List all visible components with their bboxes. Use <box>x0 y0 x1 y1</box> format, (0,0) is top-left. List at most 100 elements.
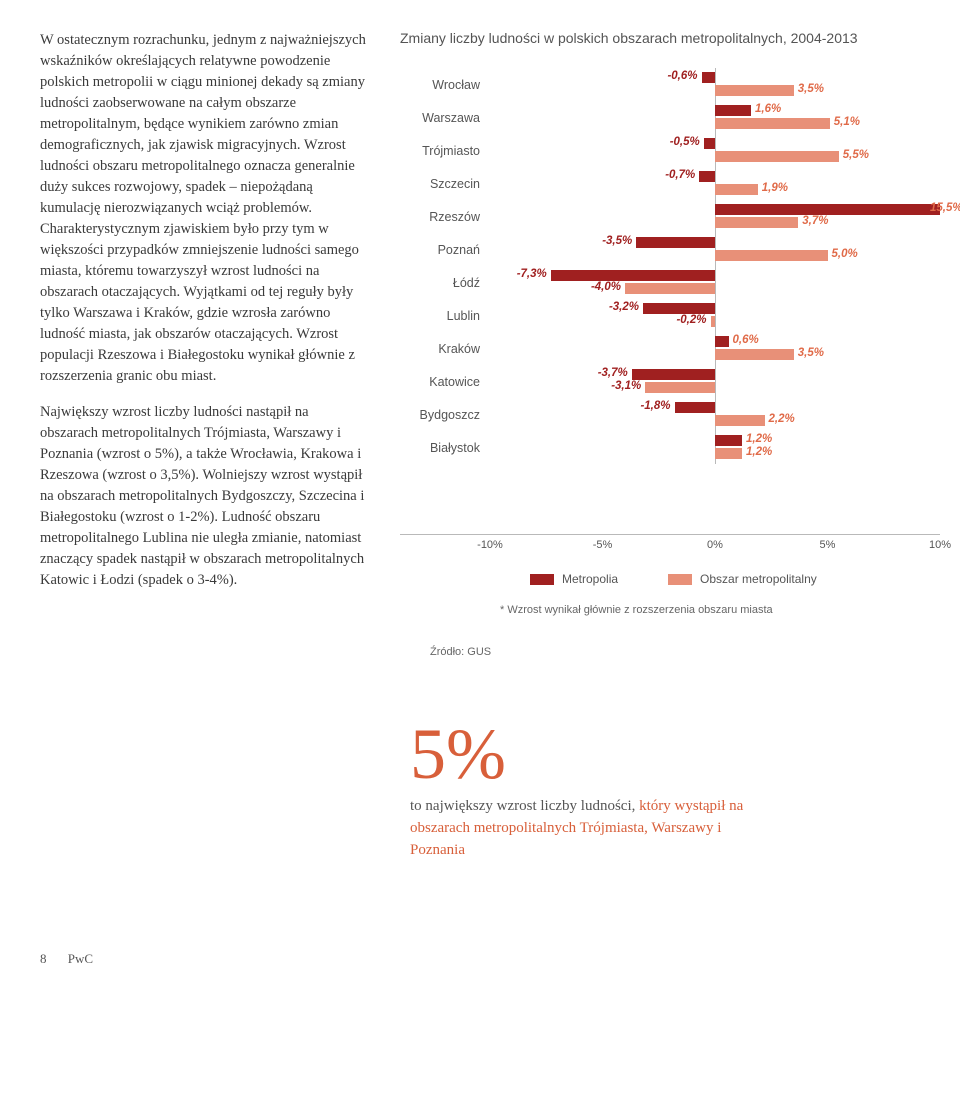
bar-label-metropolia: 1,2% <box>746 433 772 445</box>
bar-metropolia <box>715 105 751 116</box>
bar-label-obszar: 1,2% <box>746 446 772 458</box>
legend-item: Metropolia <box>530 572 618 586</box>
legend-swatch <box>668 574 692 585</box>
chart-row: Rzeszów15,5%*3,7% <box>400 200 940 233</box>
bar-obszar <box>625 283 715 294</box>
bar-metropolia <box>704 138 715 149</box>
row-bars: -0,6% 3,5% <box>490 68 940 101</box>
row-bars: 1,6%5,1% <box>490 101 940 134</box>
row-bars: -3,7%-3,1% <box>490 365 940 398</box>
row-bars: -3,5% 5,0% <box>490 233 940 266</box>
page-number: 8 <box>40 951 47 966</box>
stat-number: 5% <box>410 718 920 790</box>
bar-label-obszar: 3,5% <box>798 347 824 359</box>
chart-footnote: * Wzrost wynikał głównie z rozszerzenia … <box>500 604 940 616</box>
x-axis: -10%-5%0%5%10% <box>490 535 940 553</box>
bar-metropolia <box>675 402 716 413</box>
bar-chart: Wrocław -0,6% 3,5% Warszawa1,6%5,1%Trójmias… <box>400 68 940 528</box>
footer-brand: PwC <box>68 951 93 966</box>
bar-label-metropolia: 0,6% <box>733 334 759 346</box>
chart-row: Poznań -3,5% 5,0% <box>400 233 940 266</box>
bar-obszar <box>715 85 794 96</box>
bar-obszar <box>715 349 794 360</box>
legend-item: Obszar metropolitalny <box>668 572 817 586</box>
chart-source: Źródło: GUS <box>430 646 940 658</box>
row-bars: -7,3% -4,0% <box>490 266 940 299</box>
row-label: Szczecin <box>400 177 490 191</box>
bar-obszar <box>715 250 828 261</box>
bar-label-obszar: 3,5% <box>798 83 824 95</box>
row-label: Trójmiasto <box>400 144 490 158</box>
bar-metropolia <box>632 369 715 380</box>
stat-line1: to największy wzrost liczby ludności, <box>410 798 635 814</box>
bar-obszar <box>715 118 830 129</box>
page-footer: 8 PwC <box>40 951 920 967</box>
legend-label: Metropolia <box>562 572 618 586</box>
chart-legend: Metropolia Obszar metropolitalny <box>530 572 940 586</box>
axis-tick: -10% <box>477 539 503 551</box>
bar-obszar <box>715 448 742 459</box>
bar-label-obszar: 5,0% <box>832 248 858 260</box>
bar-label-obszar: -4,0% <box>591 281 621 293</box>
bar-metropolia <box>699 171 715 182</box>
row-bars: 1,2%1,2% <box>490 431 940 464</box>
row-label: Lublin <box>400 309 490 323</box>
bar-label-obszar: 5,5% <box>843 149 869 161</box>
bar-obszar <box>715 151 839 162</box>
bar-obszar <box>715 415 765 426</box>
row-label: Białystok <box>400 441 490 455</box>
row-label: Bydgoszcz <box>400 408 490 422</box>
bar-obszar <box>711 316 716 327</box>
chart-row: Bydgoszcz-1,8%2,2% <box>400 398 940 431</box>
bar-label-metropolia: -0,6% <box>667 70 697 82</box>
row-label: Warszawa <box>400 111 490 125</box>
bar-metropolia <box>551 270 715 281</box>
chart-column: Zmiany liczby ludności w polskich obszar… <box>400 30 940 658</box>
bar-label-metropolia: -3,2% <box>609 301 639 313</box>
bar-label-obszar: -3,1% <box>611 380 641 392</box>
bar-label-obszar: 1,9% <box>762 182 788 194</box>
chart-row: Białystok1,2%1,2% <box>400 431 940 464</box>
bar-label-metropolia: -0,7% <box>665 169 695 181</box>
bar-obszar <box>645 382 715 393</box>
row-bars: 0,6% 3,5% <box>490 332 940 365</box>
body-paragraph: Największy wzrost liczby ludności nastąp… <box>40 402 370 591</box>
chart-row: Łódź -7,3% -4,0% <box>400 266 940 299</box>
bar-label-metropolia: -3,5% <box>602 235 632 247</box>
chart-row: Trójmiasto-0,5%5,5% <box>400 134 940 167</box>
row-bars: -0,5%5,5% <box>490 134 940 167</box>
stat-callout: 5% to największy wzrost liczby ludności,… <box>410 718 920 861</box>
chart-title: Zmiany liczby ludności w polskich obszar… <box>400 30 940 46</box>
bar-metropolia <box>702 72 716 83</box>
bar-metropolia <box>636 237 715 248</box>
row-bars: -1,8%2,2% <box>490 398 940 431</box>
axis-tick: 5% <box>820 539 836 551</box>
chart-row: Katowice-3,7%-3,1% <box>400 365 940 398</box>
axis-tick: -5% <box>593 539 613 551</box>
chart-row: Wrocław -0,6% 3,5% <box>400 68 940 101</box>
bar-label-metropolia: 1,6% <box>755 103 781 115</box>
bar-obszar <box>715 184 758 195</box>
bar-metropolia <box>643 303 715 314</box>
row-label: Łódź <box>400 276 490 290</box>
row-label: Katowice <box>400 375 490 389</box>
bar-label-metropolia: -7,3% <box>517 268 547 280</box>
row-bars: 15,5%*3,7% <box>490 200 940 233</box>
bar-label-metropolia: -1,8% <box>640 400 670 412</box>
row-label: Poznań <box>400 243 490 257</box>
body-paragraph: W ostatecznym rozrachunku, jednym z najw… <box>40 30 370 387</box>
axis-tick: 10% <box>929 539 951 551</box>
bar-obszar <box>715 217 798 228</box>
chart-row: Kraków 0,6% 3,5% <box>400 332 940 365</box>
row-bars: -0,7% 1,9% <box>490 167 940 200</box>
axis-tick: 0% <box>707 539 723 551</box>
bar-label-obszar: 3,7% <box>802 215 828 227</box>
chart-row: Lublin-3,2%-0,2% <box>400 299 940 332</box>
row-label: Rzeszów <box>400 210 490 224</box>
row-label: Wrocław <box>400 78 490 92</box>
chart-row: Szczecin -0,7% 1,9% <box>400 167 940 200</box>
body-text-column: W ostatecznym rozrachunku, jednym z najw… <box>40 30 370 658</box>
row-label: Kraków <box>400 342 490 356</box>
bar-metropolia <box>715 435 742 446</box>
bar-metropolia <box>715 204 940 215</box>
